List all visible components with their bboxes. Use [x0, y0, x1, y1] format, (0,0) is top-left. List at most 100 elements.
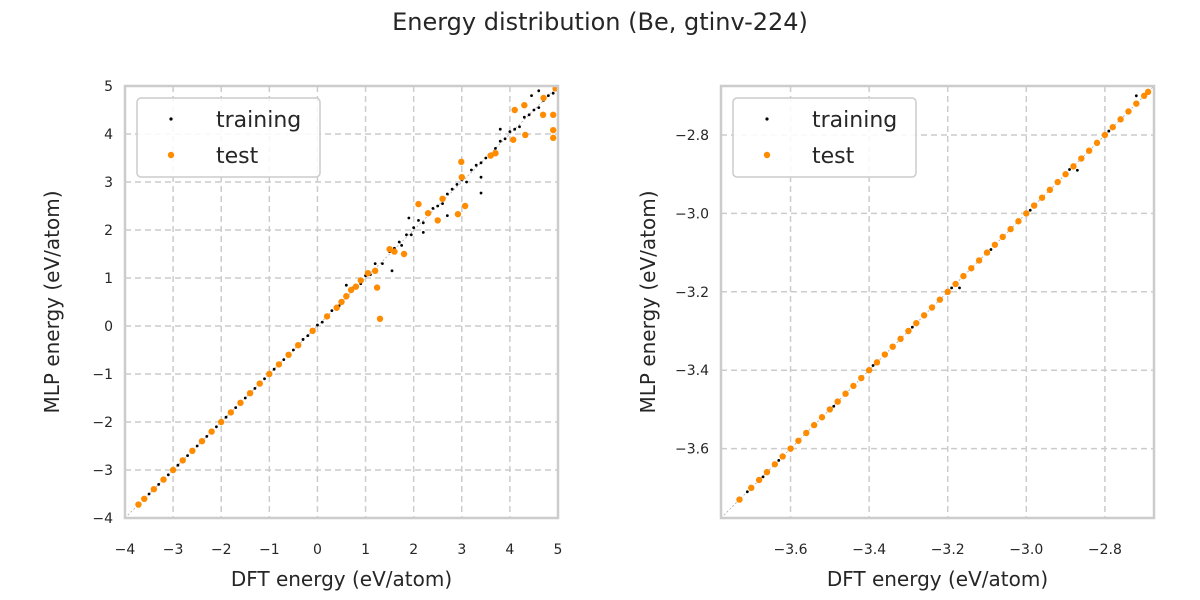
test-point	[858, 374, 865, 382]
x-tick-label: 3	[457, 542, 466, 558]
x-tick-label: −3	[163, 542, 184, 558]
test-point	[135, 501, 142, 508]
test-point	[492, 150, 499, 157]
training-point	[195, 444, 199, 448]
x-tick-label: −2	[211, 542, 232, 558]
training-point	[745, 490, 749, 494]
training-point	[272, 367, 276, 371]
training-point	[263, 377, 266, 381]
test-point	[1085, 147, 1093, 154]
training-point	[527, 113, 531, 117]
test-point	[928, 304, 936, 311]
test-point	[364, 270, 372, 277]
training-point	[484, 156, 488, 160]
training-point	[513, 127, 517, 131]
training-point	[436, 204, 440, 208]
legend-marker-training	[765, 117, 769, 121]
x-tick-label: 2	[409, 542, 418, 558]
test-point	[540, 94, 547, 102]
test-point	[160, 476, 167, 483]
test-point	[787, 445, 794, 452]
y-tick-label: −3.2	[675, 285, 709, 301]
test-point	[415, 200, 422, 208]
test-point	[521, 102, 528, 109]
test-point	[198, 438, 206, 445]
x-tick-label: 1	[361, 542, 370, 558]
x-tick-label: −3.2	[931, 542, 965, 558]
training-point	[503, 137, 507, 141]
test-point	[539, 111, 547, 119]
y-tick-label: 0	[104, 319, 113, 335]
training-point	[455, 183, 459, 186]
test-point	[1144, 88, 1152, 96]
y-tick-label: −3.4	[675, 363, 709, 379]
test-point	[834, 398, 841, 405]
training-point	[373, 262, 377, 265]
training-point	[532, 108, 536, 112]
training-point	[205, 435, 209, 438]
y-tick-label: −3.6	[675, 442, 709, 458]
test-point	[510, 136, 517, 143]
training-point	[498, 139, 502, 143]
legend-label-test: test	[216, 144, 259, 169]
test-point	[1046, 186, 1054, 194]
test-point	[748, 484, 755, 492]
training-point	[450, 187, 454, 191]
x-tick-label: 4	[505, 542, 514, 558]
test-point	[803, 429, 810, 437]
test-point	[755, 476, 763, 484]
training-point	[479, 161, 483, 165]
training-point	[397, 240, 401, 244]
panel-1: −4−4 −3 −3 −2 −2 −1 −1 0 0 1 1 2 2 3 3 4 4 5 5 DFT energy (…	[40, 79, 562, 591]
training-point	[157, 483, 161, 486]
test-point	[795, 437, 802, 444]
training-point	[330, 309, 334, 313]
test-point	[1070, 163, 1077, 170]
x-axis-label: DFT energy (eV/atom)	[827, 567, 1048, 591]
test-point	[1062, 171, 1069, 178]
test-point	[779, 453, 786, 460]
training-point	[400, 243, 404, 247]
test-point	[189, 447, 196, 454]
x-tick-label: 0	[313, 542, 322, 558]
test-point	[434, 217, 441, 224]
legend: training test	[136, 97, 321, 178]
test-point	[1109, 123, 1116, 131]
test-point	[983, 249, 991, 256]
test-point	[771, 461, 779, 468]
test-point	[338, 298, 345, 306]
y-tick-label: −4	[92, 511, 113, 527]
test-point	[1015, 218, 1022, 225]
training-point	[421, 231, 425, 234]
test-point	[865, 367, 873, 374]
x-tick-label: −3.0	[1009, 542, 1043, 558]
legend-marker-training	[169, 117, 173, 121]
test-point	[371, 267, 379, 274]
test-point	[549, 111, 557, 119]
training-point	[1075, 168, 1079, 172]
training-point	[445, 192, 449, 196]
test-point	[400, 250, 408, 258]
test-point	[1023, 210, 1030, 217]
test-point	[511, 106, 518, 114]
test-point	[454, 210, 462, 218]
training-point	[479, 191, 483, 195]
training-point	[409, 233, 413, 237]
training-point	[234, 406, 238, 409]
test-point	[376, 315, 384, 322]
training-point	[546, 94, 550, 97]
training-point	[494, 147, 497, 150]
training-point	[537, 89, 541, 93]
axes-frame	[123, 84, 560, 520]
test-point	[275, 361, 283, 368]
training-point	[186, 454, 189, 457]
test-point	[333, 304, 340, 311]
test-point	[309, 327, 316, 334]
test-point	[391, 248, 398, 255]
training-point	[417, 219, 420, 222]
training-point	[445, 214, 449, 218]
y-tick-label: −2	[92, 415, 113, 431]
test-point	[736, 496, 743, 503]
training-point	[474, 163, 478, 167]
